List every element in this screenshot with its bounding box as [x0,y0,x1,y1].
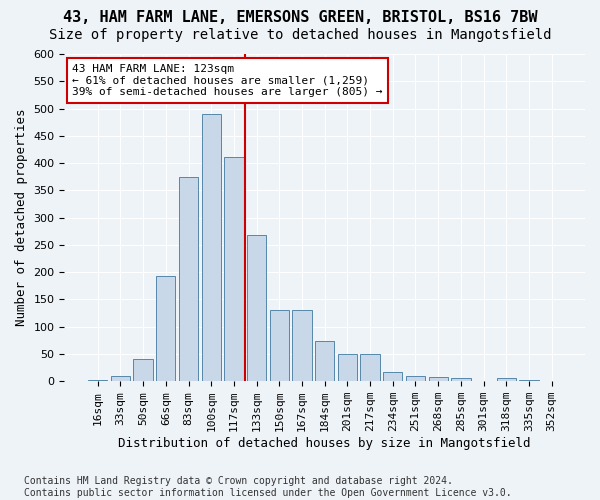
Bar [383,372,403,381]
Bar [224,156,244,381]
Bar [474,380,493,381]
Bar [88,380,107,381]
Bar [497,378,516,381]
Bar [179,176,198,381]
Bar [247,235,266,381]
Bar [269,310,289,381]
Text: Contains HM Land Registry data © Crown copyright and database right 2024.
Contai: Contains HM Land Registry data © Crown c… [24,476,512,498]
Bar [520,380,539,381]
Bar [361,354,380,381]
Bar [133,360,153,381]
X-axis label: Distribution of detached houses by size in Mangotsfield: Distribution of detached houses by size … [118,437,531,450]
Bar [156,276,175,381]
Bar [451,378,470,381]
Text: 43, HAM FARM LANE, EMERSONS GREEN, BRISTOL, BS16 7BW: 43, HAM FARM LANE, EMERSONS GREEN, BRIST… [63,10,537,25]
Text: Size of property relative to detached houses in Mangotsfield: Size of property relative to detached ho… [49,28,551,42]
Bar [542,380,562,381]
Bar [292,310,311,381]
Bar [338,354,357,381]
Text: 43 HAM FARM LANE: 123sqm
← 61% of detached houses are smaller (1,259)
39% of sem: 43 HAM FARM LANE: 123sqm ← 61% of detach… [72,64,383,97]
Bar [315,342,334,381]
Bar [202,114,221,381]
Bar [111,376,130,381]
Bar [428,377,448,381]
Bar [406,376,425,381]
Y-axis label: Number of detached properties: Number of detached properties [15,109,28,326]
